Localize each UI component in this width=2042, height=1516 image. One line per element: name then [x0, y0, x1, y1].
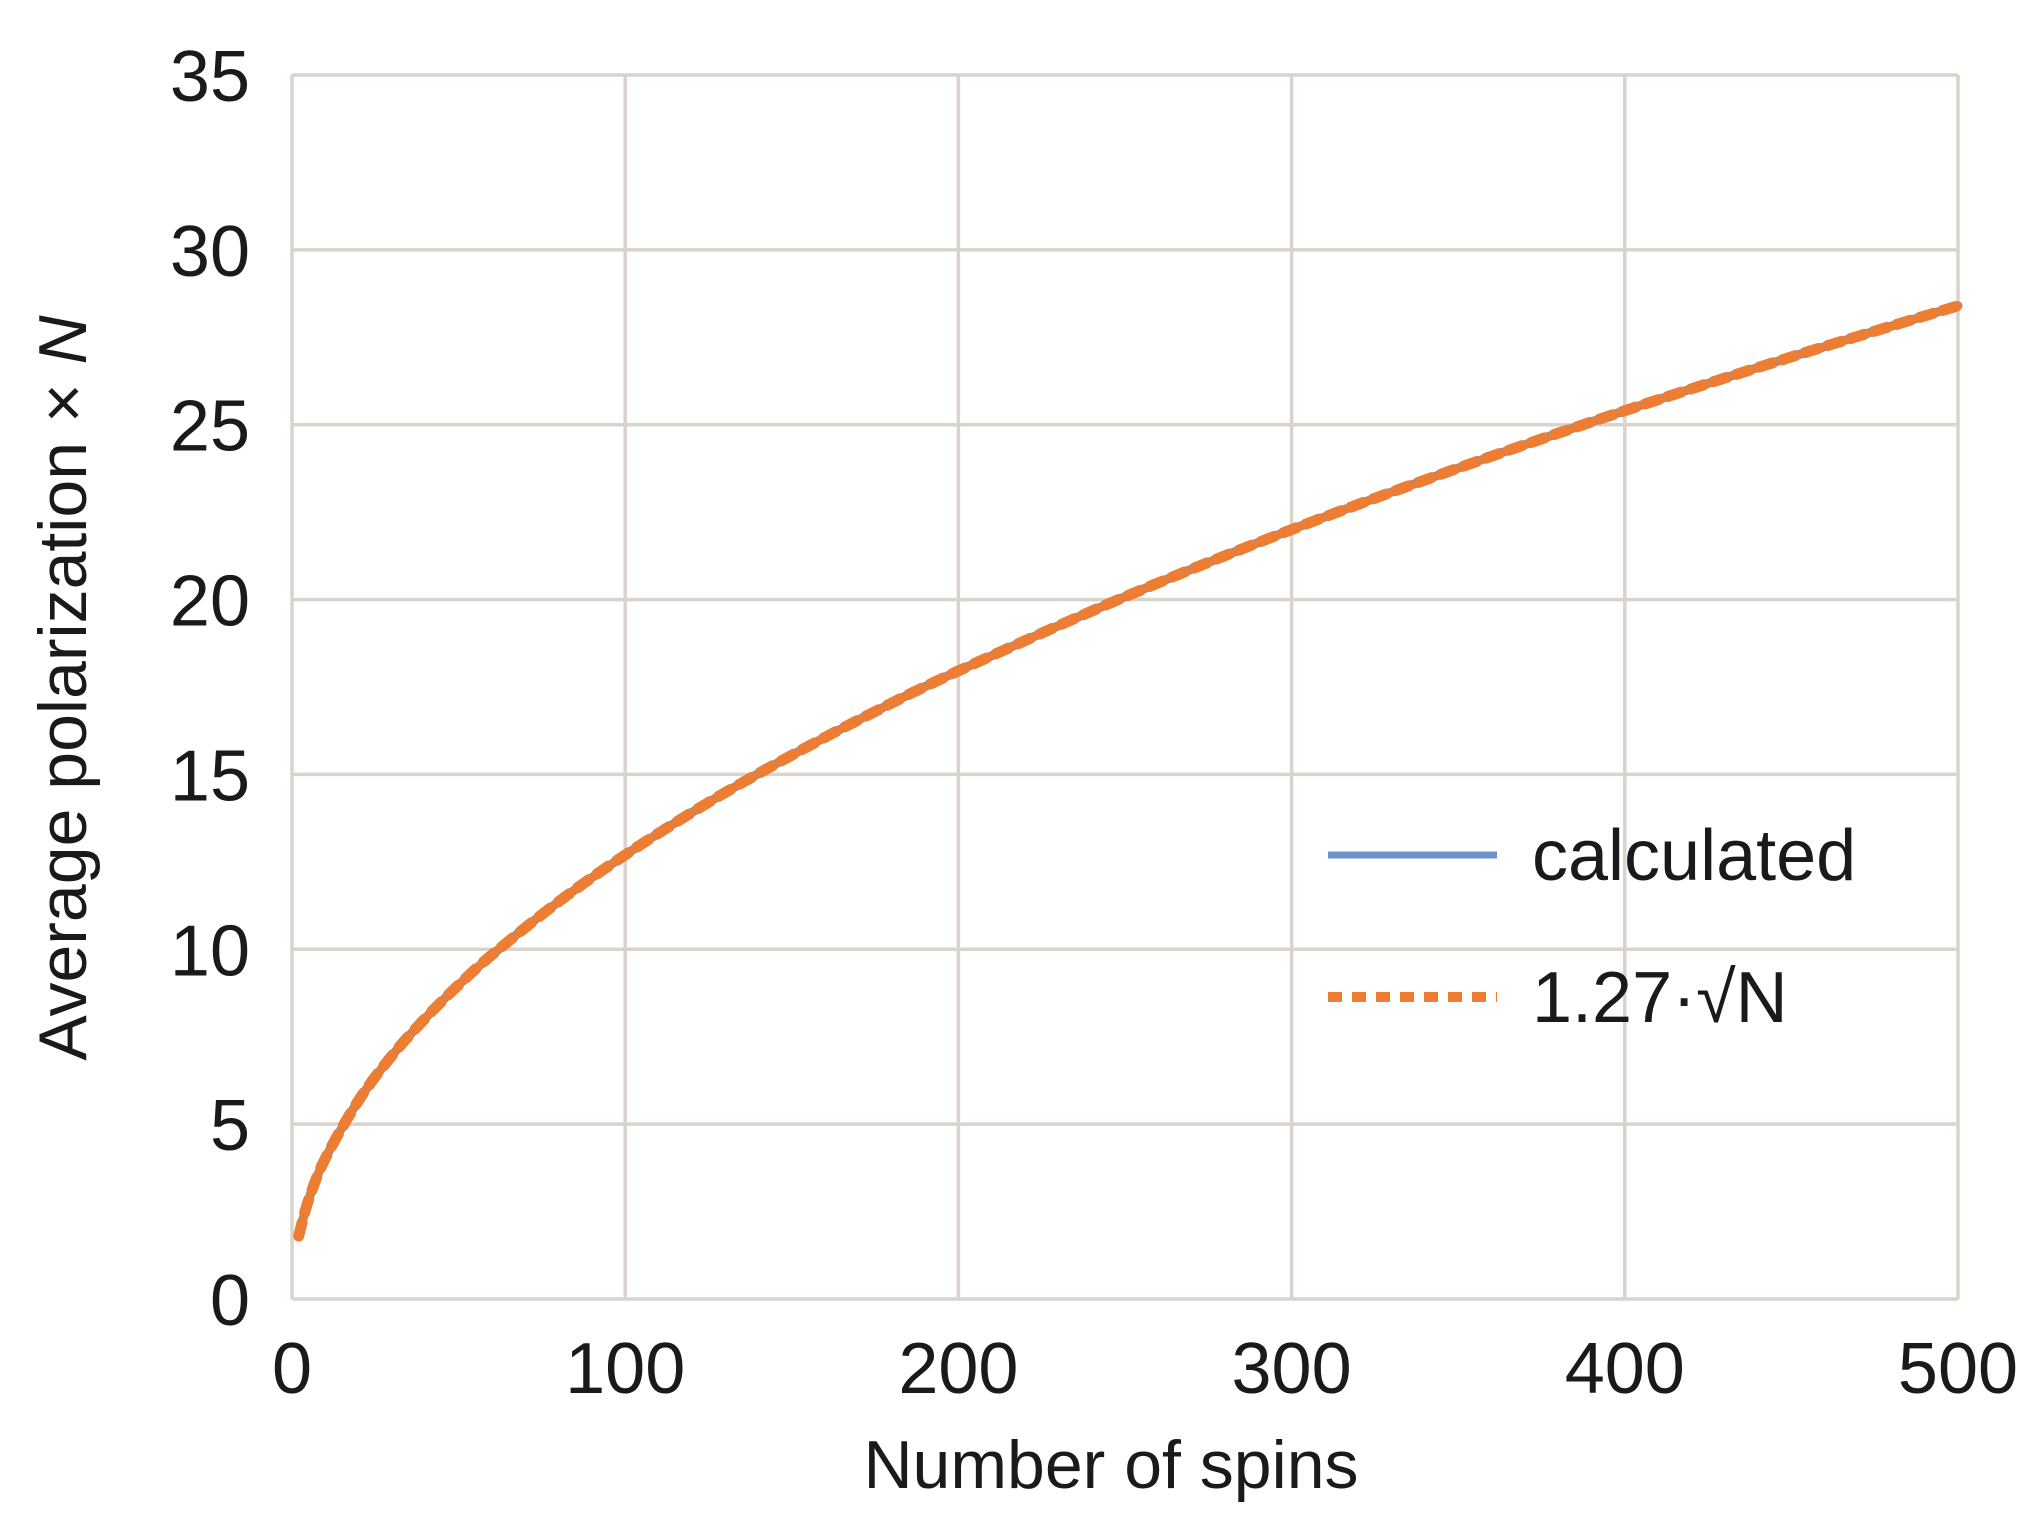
y-axis-ticks: 0 5 10 15 20 25 30 35 [170, 37, 250, 1341]
y-tick-label: 25 [170, 387, 250, 467]
x-tick-label: 100 [565, 1329, 685, 1409]
y-tick-label: 35 [170, 37, 250, 117]
y-axis-title: Average polarization × N [25, 314, 101, 1060]
series-layer [293, 300, 1964, 1242]
gridlines [290, 73, 1960, 1301]
legend-label-calculated: calculated [1532, 816, 1856, 896]
x-tick-label: 200 [898, 1329, 1018, 1409]
y-tick-label: 30 [170, 212, 250, 292]
legend: calculated 1.27·√N [1328, 816, 1856, 1038]
x-tick-label: 400 [1565, 1329, 1685, 1409]
y-axis-title-italic: N [25, 314, 101, 364]
series-line-sqrt-fit [293, 300, 1964, 1242]
y-tick-label: 5 [210, 1086, 250, 1166]
x-tick-label: 300 [1232, 1329, 1352, 1409]
y-tick-label: 10 [170, 911, 250, 991]
legend-label-sqrt-fit: 1.27·√N [1532, 958, 1788, 1038]
x-tick-label: 500 [1898, 1329, 2018, 1409]
x-tick-label: 0 [272, 1329, 312, 1409]
y-tick-label: 15 [170, 736, 250, 816]
y-tick-label: 20 [170, 562, 250, 642]
y-axis-title-text: Average polarization × [25, 364, 101, 1060]
y-tick-label: 0 [210, 1261, 250, 1341]
x-axis-title: Number of spins [863, 1427, 1358, 1503]
x-axis-ticks: 0 100 200 300 400 500 [272, 1329, 2018, 1409]
series-line-calculated [294, 301, 1963, 1241]
